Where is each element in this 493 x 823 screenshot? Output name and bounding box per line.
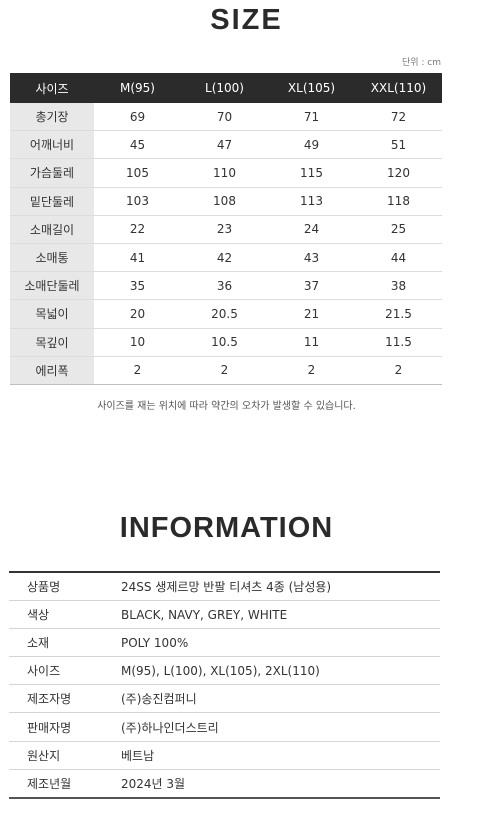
info-value: 2024년 3월: [121, 776, 186, 791]
size-table-row: 소매단둘레 35 36 37 38: [10, 271, 442, 301]
size-cell: 11: [268, 328, 355, 357]
size-table-row: 에리폭 2 2 2 2: [10, 356, 442, 385]
info-row: 제조자명 (주)송진컴퍼니: [9, 684, 440, 714]
size-cell: 115: [268, 158, 355, 188]
size-cell: 43: [268, 243, 355, 273]
size-cell: 72: [355, 103, 442, 132]
size-cell: 20: [94, 299, 181, 329]
info-row: 제조년월 2024년 3월: [9, 769, 440, 798]
size-cell: 49: [268, 130, 355, 160]
info-value: (주)송진컴퍼니: [121, 684, 440, 714]
info-key: 소재: [9, 628, 121, 658]
size-row-label: 어깨너비: [10, 130, 94, 160]
size-cell: 47: [181, 130, 268, 160]
size-row-label: 소매통: [10, 243, 94, 273]
size-cell: 36: [181, 271, 268, 301]
size-cell: 22: [94, 215, 181, 244]
size-cell: 120: [355, 158, 442, 188]
size-table-row: 목깊이 10 10.5 11 11.5: [10, 328, 442, 357]
size-header-cell: XXL(110): [355, 73, 442, 103]
info-value: BLACK, NAVY, GREY, WHITE: [121, 600, 440, 630]
size-table-row: 소매통 41 42 43 44: [10, 243, 442, 273]
size-cell: 2: [268, 356, 355, 385]
size-title: SIZE: [210, 4, 283, 36]
size-cell: 41: [94, 243, 181, 273]
size-cell: 118: [355, 187, 442, 216]
size-table-row: 목넓이 20 20.5 21 21.5: [10, 299, 442, 329]
size-header-cell: XL(105): [268, 73, 355, 103]
info-row: 판매자명 (주)하나인더스트리: [9, 712, 440, 742]
size-cell: 42: [181, 243, 268, 273]
unit-label: 단위 : cm: [401, 58, 441, 68]
size-cell: 35: [94, 271, 181, 301]
size-cell: 44: [355, 243, 442, 273]
size-cell: 38: [355, 271, 442, 301]
size-cell: 70: [181, 103, 268, 132]
size-cell: 51: [355, 130, 442, 160]
info-value: (주)하나인더스트리: [121, 712, 440, 742]
size-cell: 45: [94, 130, 181, 160]
info-key: 상품명: [9, 572, 121, 602]
info-key: 사이즈: [9, 656, 121, 686]
size-cell: 113: [268, 187, 355, 216]
size-table-header-row: 사이즈 M(95) L(100) XL(105) XXL(110): [10, 73, 442, 103]
size-header-cell: 사이즈: [10, 73, 94, 103]
size-table-row: 어깨너비 45 47 49 51: [10, 130, 442, 160]
size-table-row: 밑단둘레 103 108 113 118: [10, 187, 442, 216]
info-row: 사이즈 M(95), L(100), XL(105), 2XL(110): [9, 656, 440, 686]
size-cell: 21: [268, 299, 355, 329]
size-cell: 10.5: [181, 328, 268, 357]
size-cell: 2: [355, 356, 442, 385]
size-row-label: 소매길이: [10, 215, 94, 244]
info-value: POLY 100%: [121, 628, 440, 658]
size-row-label: 에리폭: [10, 356, 94, 385]
size-cell: 25: [355, 215, 442, 244]
size-table: 사이즈 M(95) L(100) XL(105) XXL(110) 총기장 69…: [10, 73, 442, 385]
size-row-label: 총기장: [10, 103, 94, 132]
size-cell: 2: [181, 356, 268, 385]
size-row-label: 소매단둘레: [10, 271, 94, 301]
size-row-label: 목깊이: [10, 328, 94, 357]
info-key: 제조자명: [9, 684, 121, 714]
size-table-row: 소매길이 22 23 24 25: [10, 215, 442, 244]
info-key: 원산지: [9, 741, 121, 770]
size-cell: 105: [94, 158, 181, 188]
size-row-label: 가슴둘레: [10, 158, 94, 188]
info-value: 베트남: [121, 741, 440, 770]
size-row-label: 밑단둘레: [10, 187, 94, 216]
size-cell: 20.5: [181, 299, 268, 329]
info-key: 제조년월: [27, 776, 72, 791]
information-title: INFORMATION: [119, 512, 334, 544]
size-cell: 23: [181, 215, 268, 244]
size-cell: 69: [94, 103, 181, 132]
size-cell: 108: [181, 187, 268, 216]
size-cell: 2: [94, 356, 181, 385]
size-cell: 103: [94, 187, 181, 216]
info-row: 소재 POLY 100%: [9, 628, 440, 658]
information-table: 상품명 24SS 생제르망 반팔 티셔츠 4종 (남성용) 색상 BLACK, …: [9, 571, 440, 799]
info-key: 판매자명: [9, 712, 121, 742]
size-note: 사이즈를 재는 위치에 따라 약간의 오차가 발생할 수 있습니다.: [97, 401, 356, 412]
info-value: 24SS 생제르망 반팔 티셔츠 4종 (남성용): [121, 572, 440, 602]
info-value: M(95), L(100), XL(105), 2XL(110): [121, 656, 440, 686]
size-header-cell: L(100): [181, 73, 268, 103]
info-row: 상품명 24SS 생제르망 반팔 티셔츠 4종 (남성용): [9, 572, 440, 602]
size-header-cell: M(95): [94, 73, 181, 103]
size-row-label: 목넓이: [10, 299, 94, 329]
size-cell: 24: [268, 215, 355, 244]
size-cell: 11.5: [355, 328, 442, 357]
size-cell: 110: [181, 158, 268, 188]
size-cell: 71: [268, 103, 355, 132]
info-row: 색상 BLACK, NAVY, GREY, WHITE: [9, 600, 440, 630]
size-cell: 10: [94, 328, 181, 357]
size-cell: 37: [268, 271, 355, 301]
size-table-row: 총기장 69 70 71 72: [10, 103, 442, 132]
size-cell: 21.5: [355, 299, 442, 329]
info-key: 색상: [9, 600, 121, 630]
info-row: 원산지 베트남: [9, 741, 440, 770]
size-table-row: 가슴둘레 105 110 115 120: [10, 158, 442, 188]
